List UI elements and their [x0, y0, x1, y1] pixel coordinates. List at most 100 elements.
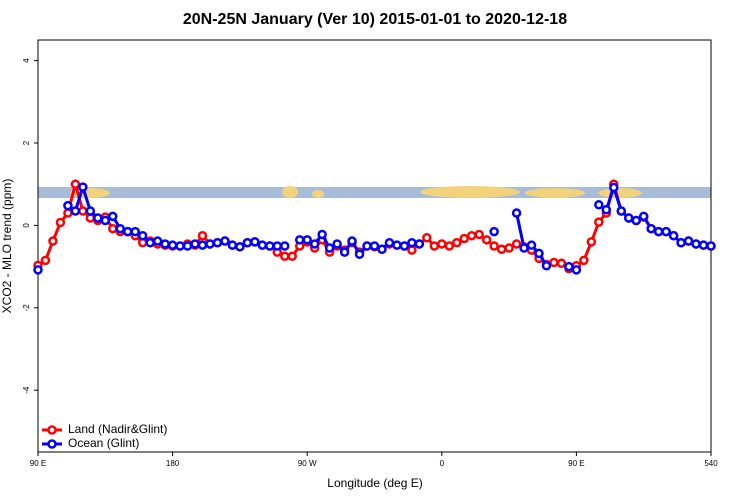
data-point	[115, 223, 126, 234]
data-point	[317, 229, 327, 240]
data-point	[638, 211, 649, 222]
data-point	[235, 242, 245, 252]
legend-marker	[47, 439, 57, 449]
data-point	[137, 230, 148, 241]
data-point	[631, 215, 641, 226]
data-point	[526, 240, 537, 250]
data-point	[122, 226, 133, 237]
data-point	[564, 261, 574, 272]
data-point	[108, 211, 118, 222]
data-point	[452, 237, 462, 248]
data-point	[683, 236, 694, 246]
x-axis-label: Longitude (deg E)	[327, 476, 422, 490]
data-point	[78, 182, 88, 192]
data-point	[332, 239, 342, 249]
data-point	[265, 241, 275, 251]
data-point	[616, 206, 627, 216]
data-point	[504, 243, 514, 253]
data-point	[407, 245, 417, 255]
y-tick-label: 2	[22, 140, 31, 145]
data-point	[653, 226, 664, 237]
data-point	[466, 230, 477, 241]
data-point	[609, 182, 619, 193]
map-land	[312, 190, 324, 198]
y-axis-label: XCO2 - MLO trend (ppm)	[0, 179, 14, 314]
legend-label: Ocean (Glint)	[68, 436, 139, 450]
data-point	[407, 237, 417, 248]
data-point	[706, 241, 716, 251]
data-point	[130, 226, 140, 237]
x-tick-label: 0	[440, 459, 445, 468]
x-tick-label: 540	[704, 459, 718, 468]
data-point	[369, 241, 380, 251]
data-point	[354, 249, 365, 259]
data-point	[534, 248, 544, 259]
data-point	[70, 206, 81, 216]
data-point	[571, 265, 582, 275]
data-point	[668, 230, 679, 241]
data-point	[362, 241, 372, 251]
data-point	[257, 240, 268, 250]
data-point	[280, 241, 290, 251]
data-point	[347, 236, 357, 246]
data-point	[579, 255, 589, 266]
data-point	[220, 236, 230, 246]
data-point	[160, 239, 170, 249]
x-tick-label: 90 E	[30, 459, 46, 468]
data-point	[511, 208, 522, 218]
data-point	[152, 236, 163, 246]
data-point	[339, 247, 350, 257]
y-tick-label: 4	[22, 58, 31, 63]
data-point	[227, 240, 238, 250]
data-point	[78, 206, 88, 216]
data-point	[197, 240, 208, 250]
data-point	[63, 200, 73, 211]
data-point	[108, 223, 118, 234]
data-point	[40, 255, 51, 266]
data-point	[422, 233, 432, 243]
data-point	[250, 237, 260, 247]
data-point	[48, 236, 58, 246]
data-point	[399, 241, 410, 251]
legend-marker	[47, 425, 57, 435]
map-land	[598, 188, 642, 198]
data-point	[698, 240, 709, 250]
map-land	[282, 186, 298, 198]
data-point	[549, 257, 559, 268]
data-point	[302, 235, 312, 245]
data-point	[63, 208, 73, 218]
map-land	[525, 188, 585, 198]
data-point	[93, 213, 103, 223]
data-point	[280, 251, 290, 262]
data-point	[414, 239, 425, 249]
data-point	[242, 237, 253, 248]
data-point	[175, 241, 185, 251]
data-point	[272, 241, 283, 251]
data-point	[459, 233, 469, 244]
data-point	[586, 237, 597, 247]
x-tick-label: 180	[166, 459, 180, 468]
data-point	[691, 239, 701, 249]
data-point	[212, 237, 223, 248]
series-line	[515, 212, 548, 267]
data-point	[324, 243, 335, 253]
data-point	[496, 244, 507, 255]
data-point	[294, 235, 305, 245]
data-point	[519, 243, 529, 253]
data-point	[511, 239, 522, 249]
data-point	[70, 179, 81, 189]
data-point	[429, 241, 440, 251]
map-ocean	[38, 187, 711, 198]
data-point	[481, 235, 492, 245]
data-point	[309, 239, 320, 249]
data-point	[205, 239, 215, 249]
data-point	[594, 217, 604, 227]
data-point	[197, 230, 208, 241]
data-point	[384, 237, 395, 248]
data-point	[100, 215, 111, 226]
data-point	[437, 239, 447, 249]
y-tick-label: 0	[22, 223, 31, 228]
data-point	[661, 226, 671, 237]
